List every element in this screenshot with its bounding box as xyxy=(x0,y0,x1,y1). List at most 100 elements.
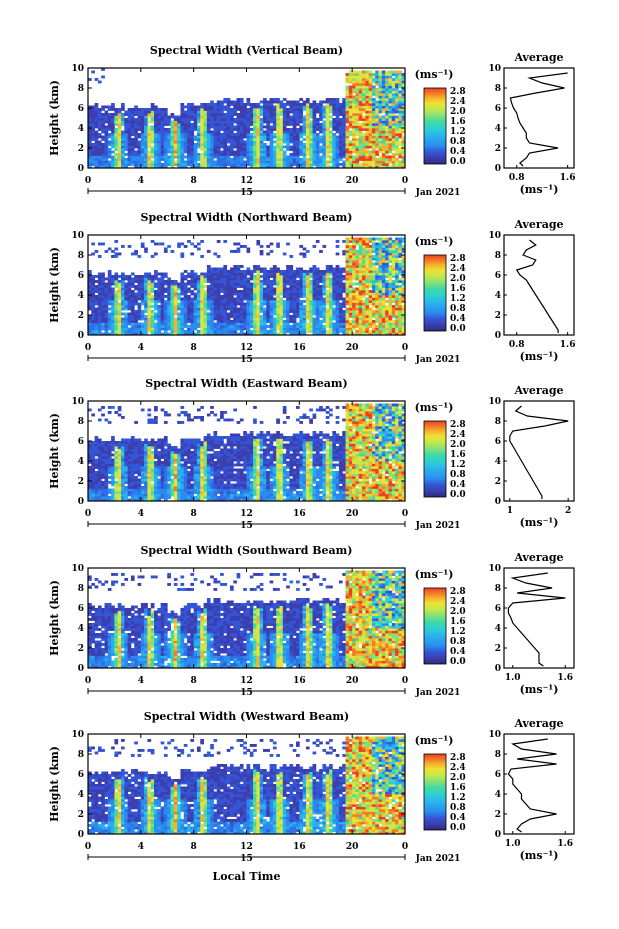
heatmap-cell xyxy=(163,148,168,151)
heatmap-cell xyxy=(355,85,360,89)
heatmap-cell xyxy=(203,297,208,301)
heatmap-cell xyxy=(134,332,138,336)
heatmap-cell xyxy=(371,153,376,156)
heatmap-cell xyxy=(220,315,224,318)
heatmap-cell xyxy=(272,140,277,144)
heatmap-cell xyxy=(226,327,231,331)
heatmap-cell xyxy=(401,148,406,151)
heatmap-cell xyxy=(378,300,383,303)
heatmap-cell xyxy=(378,327,383,331)
heatmap-cell xyxy=(325,277,330,281)
heatmap-cell xyxy=(163,280,168,283)
heatmap-cell xyxy=(88,322,92,326)
heatmap-cell xyxy=(348,115,353,119)
heatmap-cell xyxy=(183,123,188,126)
heatmap-cell xyxy=(345,160,350,164)
heatmap-cell xyxy=(292,118,297,121)
heatmap-cell xyxy=(130,280,135,283)
heatmap-cell xyxy=(150,113,155,116)
heatmap-cell xyxy=(127,277,132,281)
heatmap-cell xyxy=(233,250,237,253)
heatmap-cell xyxy=(167,292,171,296)
heatmap-cell xyxy=(338,315,343,318)
heatmap-cell xyxy=(292,282,297,286)
heatmap-cell xyxy=(130,295,135,298)
heatmap-cell xyxy=(233,133,237,136)
heatmap-cell xyxy=(137,275,142,278)
heatmap-cell xyxy=(371,143,376,146)
heatmap-cell xyxy=(193,305,198,308)
heatmap-cell xyxy=(91,322,95,326)
heatmap-cell xyxy=(375,140,379,144)
heatmap-cell xyxy=(371,130,376,134)
heatmap-cell xyxy=(127,312,132,316)
heatmap-cell xyxy=(127,315,132,318)
heatmap-cell xyxy=(259,125,264,129)
heatmap-cell xyxy=(101,277,105,281)
heatmap-cell xyxy=(276,120,280,124)
heatmap-cell xyxy=(266,307,271,311)
heatmap-cell xyxy=(332,272,337,276)
heatmap-cell xyxy=(187,120,191,124)
heatmap-cell xyxy=(319,100,323,104)
heatmap-cell xyxy=(345,78,350,81)
heatmap-cell xyxy=(259,150,264,154)
heatmap-cell xyxy=(381,108,386,111)
heatmap-cell xyxy=(121,307,125,311)
heatmap-cell xyxy=(150,300,155,303)
heatmap-cell xyxy=(236,140,241,144)
heatmap-cell xyxy=(401,155,406,159)
heatmap-cell xyxy=(187,315,191,318)
heatmap-cell xyxy=(292,332,297,336)
heatmap-cell xyxy=(216,312,221,316)
heatmap-cell xyxy=(299,125,304,129)
heatmap-cell xyxy=(111,250,115,253)
heatmap-cell xyxy=(210,105,214,109)
heatmap-cell xyxy=(286,267,290,271)
heatmap-cell xyxy=(236,247,241,251)
heatmap-cell xyxy=(388,120,393,124)
heatmap-cell xyxy=(236,295,241,298)
heatmap-cell xyxy=(329,130,333,134)
heatmap-cell xyxy=(107,292,112,296)
heatmap-cell xyxy=(289,158,294,161)
heatmap-cell xyxy=(315,270,320,273)
heatmap-cell xyxy=(229,302,234,306)
heatmap-cell xyxy=(296,148,300,151)
heatmap-cell xyxy=(345,322,350,326)
heatmap-cell xyxy=(130,123,135,126)
heatmap-cell xyxy=(342,250,346,253)
heatmap-cell xyxy=(329,317,333,321)
heatmap-cell xyxy=(348,95,353,99)
heatmap-cell xyxy=(144,305,148,308)
heatmap-cell xyxy=(97,108,102,111)
heatmap-cell xyxy=(352,73,356,76)
heatmap-cell xyxy=(355,148,360,151)
heatmap-cell xyxy=(246,138,251,141)
heatmap-cell xyxy=(177,327,181,331)
heatmap-cell xyxy=(183,148,188,151)
heatmap-cell xyxy=(236,285,241,288)
heatmap-cell xyxy=(236,290,241,293)
heatmap-cell xyxy=(338,320,343,323)
heatmap-cell xyxy=(134,285,138,288)
heatmap-cell xyxy=(97,300,102,303)
heatmap-cell xyxy=(342,148,346,151)
heatmap-cell xyxy=(144,148,148,151)
heatmap-cell xyxy=(180,105,185,109)
heatmap-cell xyxy=(200,277,204,281)
heatmap-cell xyxy=(229,118,234,121)
heatmap-cell xyxy=(97,305,102,308)
heatmap-cell xyxy=(117,148,122,151)
heatmap-cell xyxy=(210,155,214,159)
heatmap-cell xyxy=(246,290,251,293)
heatmap-cell xyxy=(253,275,257,278)
heatmap-cell xyxy=(398,110,403,114)
heatmap-cell xyxy=(101,153,105,156)
heatmap-cell xyxy=(137,145,142,149)
heatmap-cell xyxy=(286,270,290,273)
heatmap-cell xyxy=(329,123,333,126)
heatmap-cell xyxy=(94,125,99,129)
heatmap-cell xyxy=(200,272,204,276)
heatmap-cell xyxy=(210,125,214,129)
